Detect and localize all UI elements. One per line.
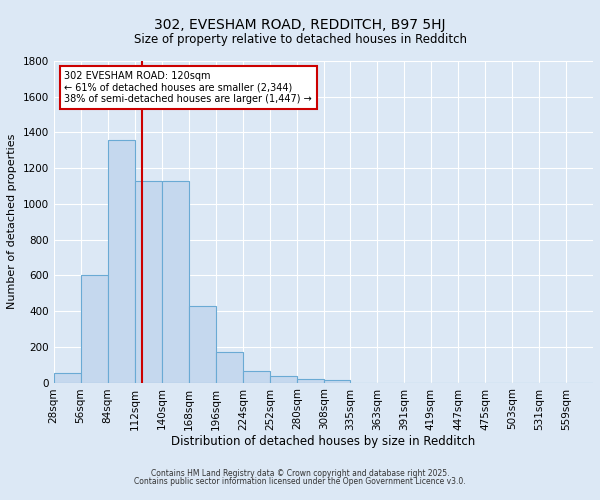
X-axis label: Distribution of detached houses by size in Redditch: Distribution of detached houses by size …: [171, 435, 475, 448]
Bar: [107, 140, 134, 382]
Y-axis label: Number of detached properties: Number of detached properties: [7, 134, 17, 310]
Bar: [189, 306, 216, 382]
Text: Size of property relative to detached houses in Redditch: Size of property relative to detached ho…: [133, 32, 467, 46]
Bar: [324, 380, 350, 382]
Text: Contains HM Land Registry data © Crown copyright and database right 2025.: Contains HM Land Registry data © Crown c…: [151, 468, 449, 477]
Bar: [134, 180, 161, 382]
Bar: [161, 180, 189, 382]
Bar: [80, 276, 107, 382]
Bar: [243, 371, 270, 382]
Bar: [270, 376, 297, 382]
Bar: [297, 379, 324, 382]
Text: 302 EVESHAM ROAD: 120sqm
← 61% of detached houses are smaller (2,344)
38% of sem: 302 EVESHAM ROAD: 120sqm ← 61% of detach…: [64, 70, 312, 104]
Text: 302, EVESHAM ROAD, REDDITCH, B97 5HJ: 302, EVESHAM ROAD, REDDITCH, B97 5HJ: [154, 18, 446, 32]
Bar: [53, 372, 80, 382]
Text: Contains public sector information licensed under the Open Government Licence v3: Contains public sector information licen…: [134, 478, 466, 486]
Bar: [216, 352, 243, 382]
